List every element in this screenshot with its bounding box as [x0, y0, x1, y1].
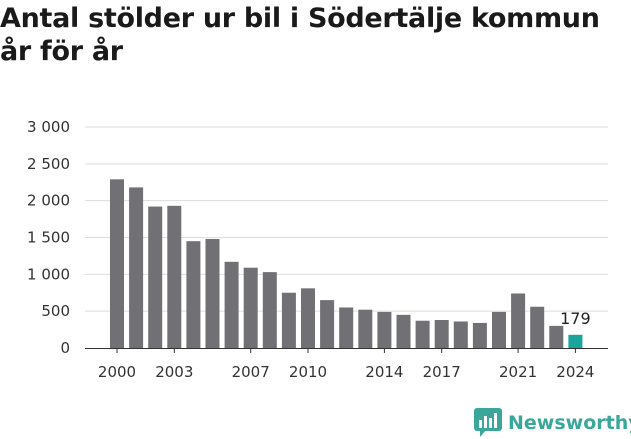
- bar-2011: [320, 300, 335, 348]
- newsworthy-logo-icon: [474, 408, 502, 437]
- y-tick-label: 1 500: [27, 229, 70, 247]
- bar-2014: [377, 311, 392, 348]
- x-tick-label: 2024: [556, 363, 594, 381]
- bar-2021: [511, 293, 526, 348]
- bar-2016: [415, 320, 430, 348]
- bar-2006: [224, 261, 239, 348]
- gridlines: [85, 126, 608, 312]
- bar-2018: [453, 321, 468, 348]
- y-tick-label: 500: [41, 302, 70, 320]
- newsworthy-logo: Newsworthy: [474, 407, 631, 439]
- bar-2008: [262, 272, 277, 348]
- bar-2022: [530, 306, 545, 348]
- x-tick-label: 2021: [499, 363, 537, 381]
- bar-2023: [549, 325, 564, 348]
- bar-2017: [434, 320, 449, 348]
- bar-2012: [339, 307, 354, 348]
- chart-title-line-1: Antal stölder ur bil i Södertälje kommun: [0, 3, 600, 34]
- bar-2020: [492, 311, 506, 348]
- x-tick-label: 2000: [98, 363, 136, 381]
- bar-2001: [129, 187, 144, 348]
- bar-2000: [110, 179, 124, 348]
- x-tick-label: 2017: [423, 363, 461, 381]
- annotations: 179: [560, 309, 591, 328]
- bar-2024: [568, 334, 583, 348]
- bars: [110, 179, 583, 348]
- bar-2009: [281, 292, 296, 348]
- x-tick-label: 2010: [289, 363, 327, 381]
- bar-2015: [396, 314, 411, 348]
- bar-2005: [205, 238, 220, 348]
- bar-2010: [301, 288, 315, 348]
- x-axis-ticks: 2000 2003 2007 2010 2014 2017 2021 2024: [98, 348, 594, 381]
- x-tick-label: 2007: [232, 363, 270, 381]
- chart-title: Antal stölder ur bil i Södertälje kommun…: [0, 2, 631, 68]
- y-axis-tick-labels: 0 500 1 000 1 500 2 000 2 500 3 000: [27, 118, 70, 357]
- x-tick-label: 2003: [155, 363, 193, 381]
- bar-2019: [472, 322, 487, 348]
- bar-2002: [148, 206, 163, 348]
- bar-2013: [358, 309, 373, 348]
- y-tick-label: 2 000: [27, 192, 70, 210]
- y-tick-label: 3 000: [27, 118, 70, 136]
- y-tick-label: 2 500: [27, 155, 70, 173]
- y-tick-label: 1 000: [27, 265, 70, 283]
- y-tick-label: 0: [60, 339, 70, 357]
- bar-2004: [186, 241, 201, 348]
- chart-title-line-2: år för år: [0, 36, 123, 67]
- data-label-last: 179: [560, 309, 591, 328]
- bar-2007: [243, 267, 258, 348]
- newsworthy-logo-text: Newsworthy: [508, 412, 631, 434]
- x-tick-label: 2014: [365, 363, 403, 381]
- bar-2003: [167, 205, 182, 348]
